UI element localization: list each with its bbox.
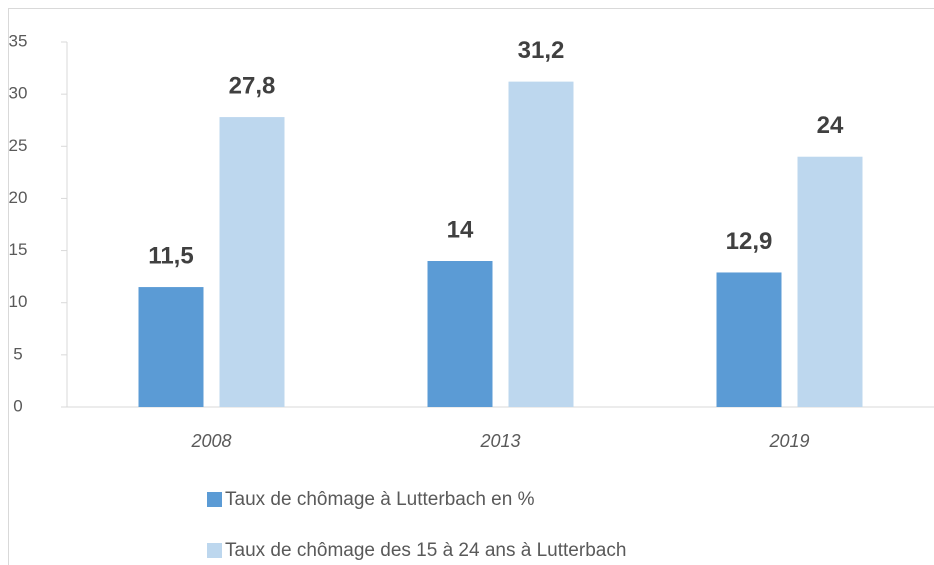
value-label: 31,2 [518, 37, 565, 64]
y-tick-label: 15 [9, 240, 28, 259]
bar [797, 156, 863, 407]
value-label: 24 [817, 112, 844, 139]
bar [508, 81, 574, 407]
legend-label: Taux de chômage des 15 à 24 ans à Lutter… [225, 540, 626, 561]
bar [138, 287, 204, 407]
legend-swatch [207, 492, 222, 507]
y-tick-label: 10 [9, 292, 28, 311]
value-label: 14 [447, 216, 474, 243]
y-tick-label: 5 [13, 344, 22, 363]
x-tick-label: 2008 [190, 431, 231, 451]
bar [219, 117, 285, 407]
legend-swatch [207, 543, 222, 558]
chart-frame [8, 8, 934, 565]
y-tick-label: 20 [9, 188, 28, 207]
value-label: 11,5 [148, 242, 193, 269]
legend-label: Taux de chômage à Lutterbach en % [225, 489, 535, 510]
y-tick-label: 35 [9, 31, 28, 50]
value-label: 12,9 [726, 228, 773, 255]
y-tick-label: 25 [9, 136, 28, 155]
y-tick-label: 0 [13, 396, 22, 415]
y-tick-label: 30 [9, 84, 28, 103]
bar [716, 272, 782, 407]
x-tick-label: 2013 [479, 431, 520, 451]
x-tick-label: 2019 [768, 431, 809, 451]
bar [427, 261, 493, 407]
value-label: 27,8 [229, 72, 276, 99]
